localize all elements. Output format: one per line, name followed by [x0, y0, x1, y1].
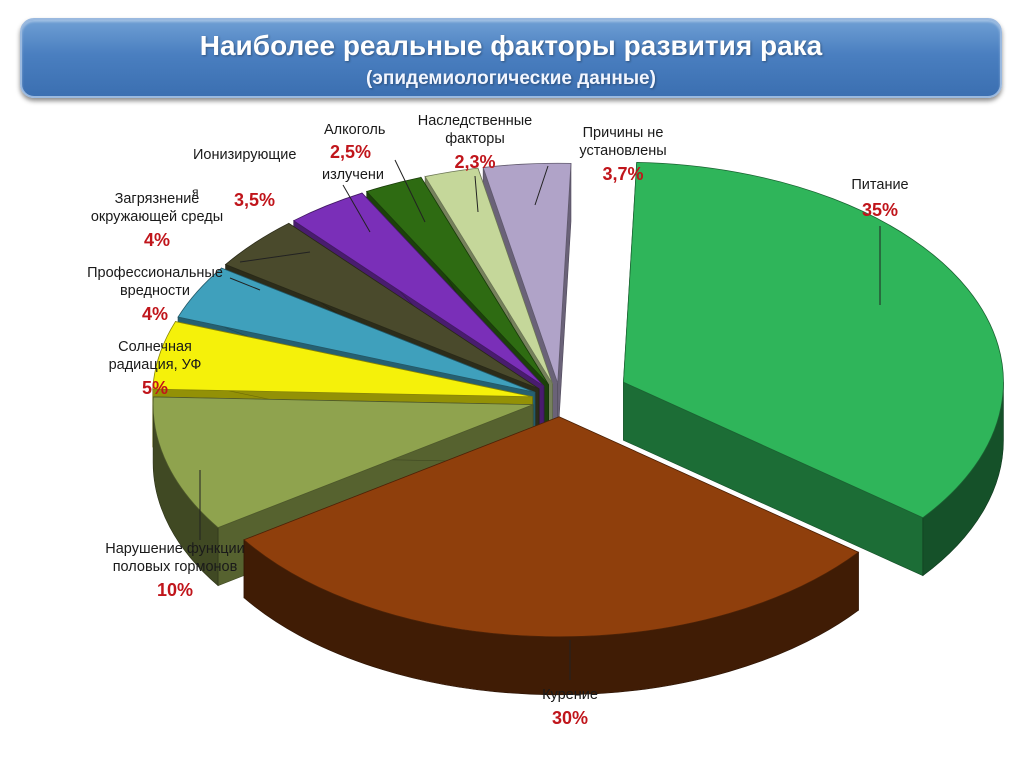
- leader-line-3: [239, 251, 311, 263]
- label-nasl-2: факторы: [445, 131, 505, 147]
- label-uf-1: Солнечная: [118, 339, 192, 355]
- pct-uf: 5%: [141, 378, 168, 398]
- pct-zagr: 4%: [143, 230, 170, 250]
- label-prof-1: Профессиональные: [87, 265, 223, 281]
- pct-ioniz: 3,5%: [234, 190, 276, 210]
- leader-line-7: [474, 175, 479, 213]
- leader-line-4: [229, 277, 261, 291]
- slide-title: Наиболее реальные факторы развития рака: [199, 30, 823, 61]
- label-prich-2: установлены: [579, 143, 667, 159]
- label-zagr-1: Загрязнение: [114, 191, 200, 207]
- label-gormony-2: половых гормонов: [112, 559, 238, 575]
- pct-prof: 4%: [141, 304, 168, 324]
- pct-kurenie: 30%: [551, 708, 589, 728]
- label-zagr-stray: я: [192, 185, 199, 199]
- label-prich-1: Причины не: [582, 125, 664, 141]
- label-nasl-1: Наследственные: [417, 113, 533, 129]
- label-pitanie: Питание: [851, 177, 909, 193]
- pct-prich: 3,7%: [602, 164, 644, 184]
- slide-subtitle: (эпидемиологические данные): [366, 68, 656, 89]
- pie-slice-0: [623, 161, 1004, 577]
- leader-line-6: [394, 159, 426, 223]
- pct-alko: 2,5%: [330, 142, 372, 162]
- leader-line-5: [342, 184, 371, 233]
- label-uf-2: радиация, УФ: [108, 357, 202, 373]
- label-gormony-1: Нарушение функции: [105, 541, 245, 557]
- label-alko: Алкоголь: [324, 122, 386, 138]
- pct-gormony: 10%: [156, 580, 194, 600]
- label-prof-2: вредности: [119, 283, 191, 299]
- pie-slice-1: [243, 416, 860, 696]
- label-ioniz-2: излучени: [322, 167, 385, 183]
- title-banner: Наиболее реальные факторы развития рака …: [20, 18, 1002, 98]
- leader-line-8: [534, 165, 549, 206]
- pct-pitanie: 35%: [861, 200, 899, 220]
- label-zagr-2: окружающей среды: [90, 209, 224, 225]
- label-kurenie: Курение: [542, 687, 598, 703]
- label-ioniz-1: Ионизирующие: [193, 147, 297, 163]
- pct-nasl: 2,3%: [454, 152, 496, 172]
